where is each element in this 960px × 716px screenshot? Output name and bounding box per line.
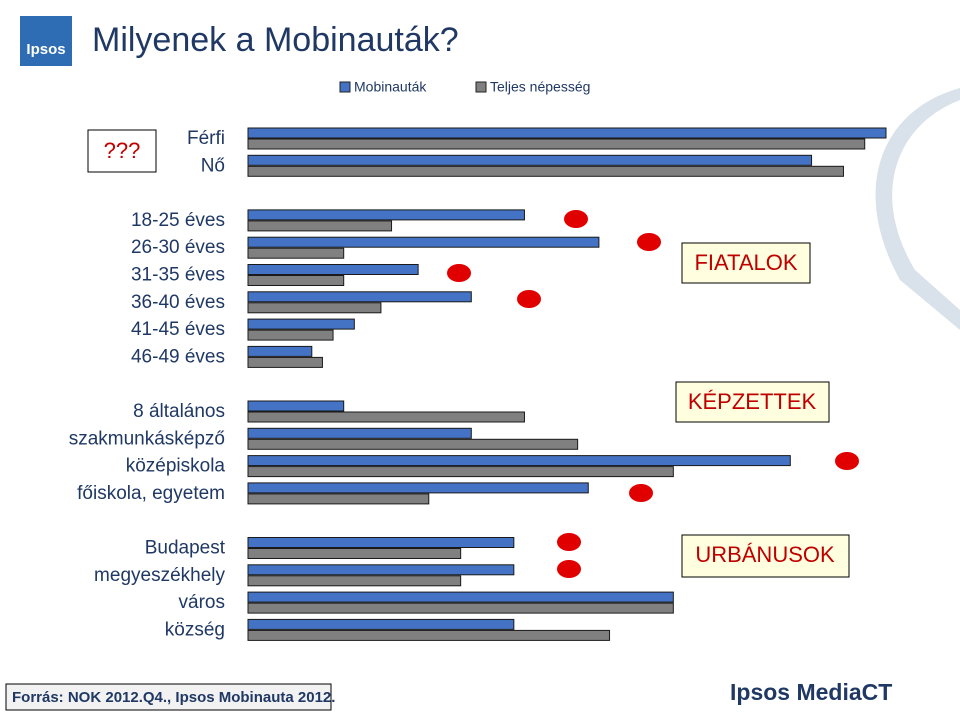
bar: [247, 127, 887, 139]
dot: [557, 560, 581, 578]
source: Forrás: NOK 2012.Q4., Ipsos Mobinauta 20…: [12, 689, 335, 706]
bar: [247, 247, 345, 259]
legend-label: Teljes népesség: [490, 79, 590, 95]
category-label: Budapest: [145, 538, 226, 559]
bar: [247, 564, 515, 576]
category-label: szakmunkásképző: [69, 428, 225, 449]
dot: [557, 533, 581, 551]
annotation-box: [675, 381, 830, 423]
category-label: 31-35 éves: [131, 265, 225, 286]
logo: Ipsos: [26, 41, 65, 58]
logo-box: [20, 16, 72, 66]
category-label: 8 általános: [133, 401, 225, 422]
bar: [247, 236, 600, 248]
bar: [247, 618, 515, 630]
bar: [247, 438, 579, 450]
bar: [247, 302, 382, 314]
category-label: 36-40 éves: [131, 292, 225, 313]
annotation: URBÁNUSOK: [695, 542, 835, 567]
category-label: község: [165, 619, 225, 640]
legend-label: Mobinauták: [354, 79, 427, 95]
bar: [247, 275, 345, 286]
dot: [517, 290, 541, 308]
category-label: 41-45 éves: [131, 319, 225, 340]
bar: [247, 455, 791, 467]
category-label: város: [179, 592, 225, 613]
source-box: [5, 683, 332, 711]
bar: [247, 602, 674, 614]
bar: [247, 165, 844, 177]
bar: [247, 591, 674, 603]
category-label: 18-25 éves: [131, 210, 225, 231]
dot: [629, 484, 653, 502]
legend-swatch: [339, 81, 351, 93]
bar: [247, 329, 334, 341]
bar: [247, 427, 472, 439]
category-label: 46-49 éves: [131, 346, 225, 367]
bar: [247, 209, 525, 221]
bar: [247, 291, 472, 303]
bar: [247, 537, 515, 548]
annotation-box: [681, 242, 811, 284]
annotation-box: [681, 534, 850, 578]
category-label: főiskola, egyetem: [77, 483, 225, 504]
category-label: középiskola: [126, 456, 226, 477]
annotation: ???: [104, 138, 141, 163]
bar: [247, 466, 674, 478]
bar: [247, 629, 611, 641]
dot: [835, 452, 859, 470]
category-label: 26-30 éves: [131, 237, 225, 258]
bar: [247, 345, 313, 357]
bar: [247, 154, 813, 166]
bar: [247, 482, 589, 494]
annotation: KÉPZETTEK: [688, 389, 817, 414]
bar: [247, 575, 462, 587]
category-label: Férfi: [187, 128, 225, 149]
bar: [247, 264, 419, 275]
legend-swatch: [475, 81, 487, 93]
bar: [247, 548, 462, 559]
dot: [564, 210, 588, 228]
annotation: FIATALOK: [694, 250, 797, 275]
bar: [247, 318, 355, 330]
bar: [247, 411, 525, 423]
category-label: megyeszékhely: [94, 565, 225, 586]
bar: [247, 356, 323, 368]
bar: [247, 400, 345, 412]
category-label: Nő: [201, 155, 225, 176]
chart: Mobinauták Teljes népesség Férfi Nő 18-25 év…: [69, 79, 887, 641]
decor-curve-inner: [892, 100, 960, 310]
dot: [447, 264, 471, 282]
brand: Ipsos MediaCT: [730, 679, 892, 705]
bar: [247, 138, 866, 150]
title: Milyenek a Mobinauták?: [92, 21, 459, 59]
dot: [637, 233, 661, 251]
bar: [247, 493, 430, 505]
annotation-box: [87, 129, 157, 173]
bar: [247, 220, 393, 232]
markers: [447, 210, 859, 578]
